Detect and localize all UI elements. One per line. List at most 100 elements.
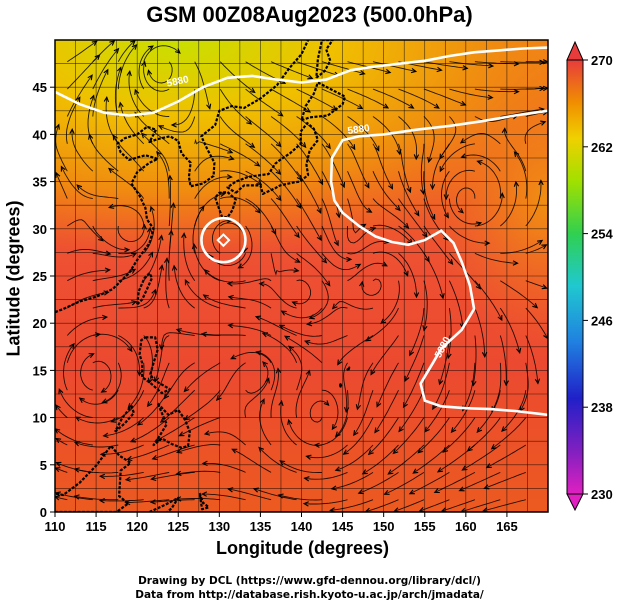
streamline-arrow bbox=[159, 344, 165, 351]
streamline-arrow bbox=[203, 268, 210, 275]
streamline bbox=[67, 269, 110, 282]
streamline bbox=[112, 135, 145, 172]
streamline bbox=[58, 389, 93, 419]
streamline bbox=[204, 269, 246, 283]
streamline-arrow bbox=[503, 380, 509, 387]
streamline bbox=[474, 252, 518, 264]
streamline-arrow bbox=[487, 94, 494, 100]
streamline bbox=[270, 143, 302, 181]
streamline-arrow bbox=[158, 264, 165, 271]
streamline-arrow bbox=[541, 284, 548, 290]
streamline bbox=[398, 143, 411, 193]
streamline bbox=[491, 417, 527, 450]
streamline bbox=[500, 181, 518, 227]
x-axis-label: Longitude (degrees) bbox=[215, 538, 389, 558]
streamline-arrow bbox=[388, 183, 393, 190]
streamline-arrow bbox=[516, 347, 522, 355]
streamline bbox=[309, 400, 329, 423]
streamline bbox=[118, 289, 156, 309]
streamline bbox=[461, 154, 501, 172]
streamline-arrow bbox=[513, 180, 520, 187]
streamline-arrow bbox=[201, 491, 208, 497]
streamline bbox=[347, 88, 389, 109]
streamline-arrow bbox=[331, 424, 337, 431]
streamline-arrow bbox=[89, 94, 95, 101]
streamline bbox=[177, 444, 221, 453]
streamline bbox=[194, 138, 233, 154]
streamline bbox=[460, 132, 501, 145]
streamline bbox=[284, 335, 323, 364]
streamline-arrow bbox=[446, 353, 452, 360]
streamline-arrow bbox=[87, 74, 93, 81]
streamline-arrow bbox=[124, 247, 131, 253]
streamline-arrow bbox=[103, 95, 110, 103]
typhoon-center bbox=[216, 233, 231, 248]
streamline-arrow bbox=[433, 103, 440, 109]
streamline bbox=[134, 112, 170, 145]
streamline-arrow bbox=[321, 257, 328, 264]
streamline bbox=[55, 428, 93, 446]
streamline-arrow bbox=[538, 179, 544, 186]
coastline bbox=[346, 366, 351, 372]
streamline-arrow bbox=[146, 401, 153, 408]
streamline bbox=[151, 471, 195, 480]
x-axis-ticks: 110 115 120 125 130 135 140 145 150 155 160 165 bbox=[45, 512, 518, 534]
streamline-arrow bbox=[404, 375, 410, 382]
streamline bbox=[155, 417, 195, 442]
streamline-arrow bbox=[497, 315, 503, 322]
streamline bbox=[307, 307, 348, 325]
streamline bbox=[143, 45, 181, 62]
streamline-arrow bbox=[294, 257, 301, 263]
streamline-arrow bbox=[254, 161, 261, 167]
streamline bbox=[304, 471, 348, 480]
streamline-arrow bbox=[308, 314, 315, 320]
streamline-arrow bbox=[443, 194, 449, 201]
streamline-arrow bbox=[408, 489, 415, 495]
streamline bbox=[258, 447, 297, 473]
coastline bbox=[149, 496, 180, 512]
streamline-arrow bbox=[436, 467, 443, 473]
y-tick-label: 5 bbox=[40, 458, 47, 473]
streamline bbox=[262, 332, 298, 363]
streamline bbox=[230, 352, 272, 364]
streamline bbox=[278, 494, 323, 501]
coastline bbox=[55, 444, 132, 512]
streamline-arrow bbox=[141, 223, 147, 230]
streamline-arrow bbox=[406, 186, 412, 194]
colorbar-tick-label: 238 bbox=[591, 400, 613, 415]
coastlines bbox=[55, 40, 351, 512]
streamline-arrow bbox=[288, 345, 295, 352]
streamline bbox=[358, 472, 399, 494]
streamline bbox=[347, 171, 372, 213]
coastline bbox=[152, 402, 191, 449]
streamline-arrow bbox=[420, 188, 426, 195]
drawing-credit: Drawing by DCL (https://www.gfd-dennou.o… bbox=[138, 575, 481, 587]
streamline bbox=[201, 333, 246, 336]
streamline bbox=[203, 294, 246, 309]
streamline bbox=[491, 362, 502, 412]
streamline bbox=[55, 438, 68, 446]
streamline bbox=[448, 198, 482, 225]
streamline bbox=[501, 390, 527, 432]
colorbar-tick-label: 230 bbox=[591, 487, 613, 502]
streamline bbox=[439, 335, 450, 385]
streamline-arrow bbox=[436, 66, 443, 73]
streamline-arrow bbox=[69, 128, 75, 135]
streamline-arrow bbox=[226, 174, 233, 180]
streamline-arrow bbox=[476, 159, 483, 166]
streamline bbox=[376, 362, 399, 407]
streamline bbox=[92, 360, 112, 393]
streamline-arrow bbox=[103, 68, 109, 75]
streamline bbox=[486, 444, 527, 468]
streamline-arrow bbox=[227, 323, 234, 329]
streamline bbox=[525, 335, 539, 384]
streamline-arrow bbox=[359, 70, 366, 76]
streamline-arrow bbox=[151, 288, 157, 295]
streamline-arrow bbox=[471, 380, 477, 387]
streamline-arrow bbox=[206, 103, 212, 110]
streamline bbox=[499, 307, 521, 353]
streamline bbox=[372, 224, 413, 244]
streamline-arrow bbox=[278, 324, 285, 330]
streamline bbox=[404, 335, 425, 381]
